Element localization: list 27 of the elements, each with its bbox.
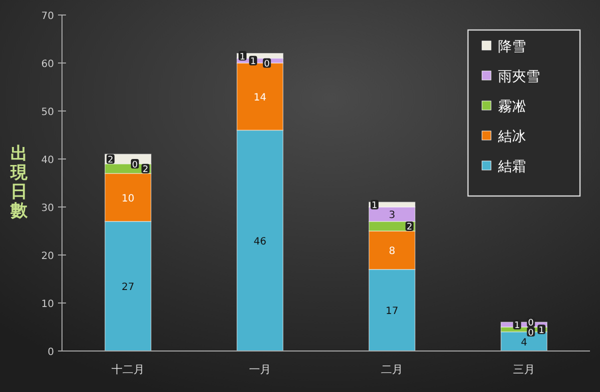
x-tick-label: 十二月: [112, 363, 144, 376]
data-label: 14: [254, 92, 266, 104]
legend-label: 雨夾雪: [498, 69, 540, 85]
legend-label: 霧凇: [498, 99, 526, 115]
y-tick-label: 70: [41, 11, 54, 22]
y-tick-label: 30: [41, 203, 54, 214]
y-tick-label: 50: [41, 107, 54, 118]
x-tick-label: 二月: [381, 363, 403, 376]
data-label: 1: [238, 51, 247, 62]
data-label: 8: [388, 246, 396, 258]
data-label: 46: [254, 236, 266, 248]
y-tick-label: 0: [48, 347, 54, 358]
y-tick-label: 60: [41, 59, 54, 70]
y-tick-label: 20: [41, 251, 54, 262]
data-label: 4: [520, 337, 528, 348]
x-tick-label: 三月: [513, 363, 535, 376]
legend-label: 降雪: [498, 39, 526, 55]
x-tick-label: 一月: [249, 363, 271, 376]
legend-label: 結霜: [497, 159, 526, 175]
y-tick-label: 10: [41, 299, 54, 310]
ylabel: 出現日數: [10, 144, 28, 221]
legend-label: 結冰: [497, 129, 526, 145]
data-label: 3: [388, 210, 396, 222]
data-label: 17: [386, 306, 398, 318]
data-label: 10: [122, 193, 134, 204]
y-tick-label: 40: [41, 155, 54, 166]
data-label: 27: [122, 282, 134, 294]
